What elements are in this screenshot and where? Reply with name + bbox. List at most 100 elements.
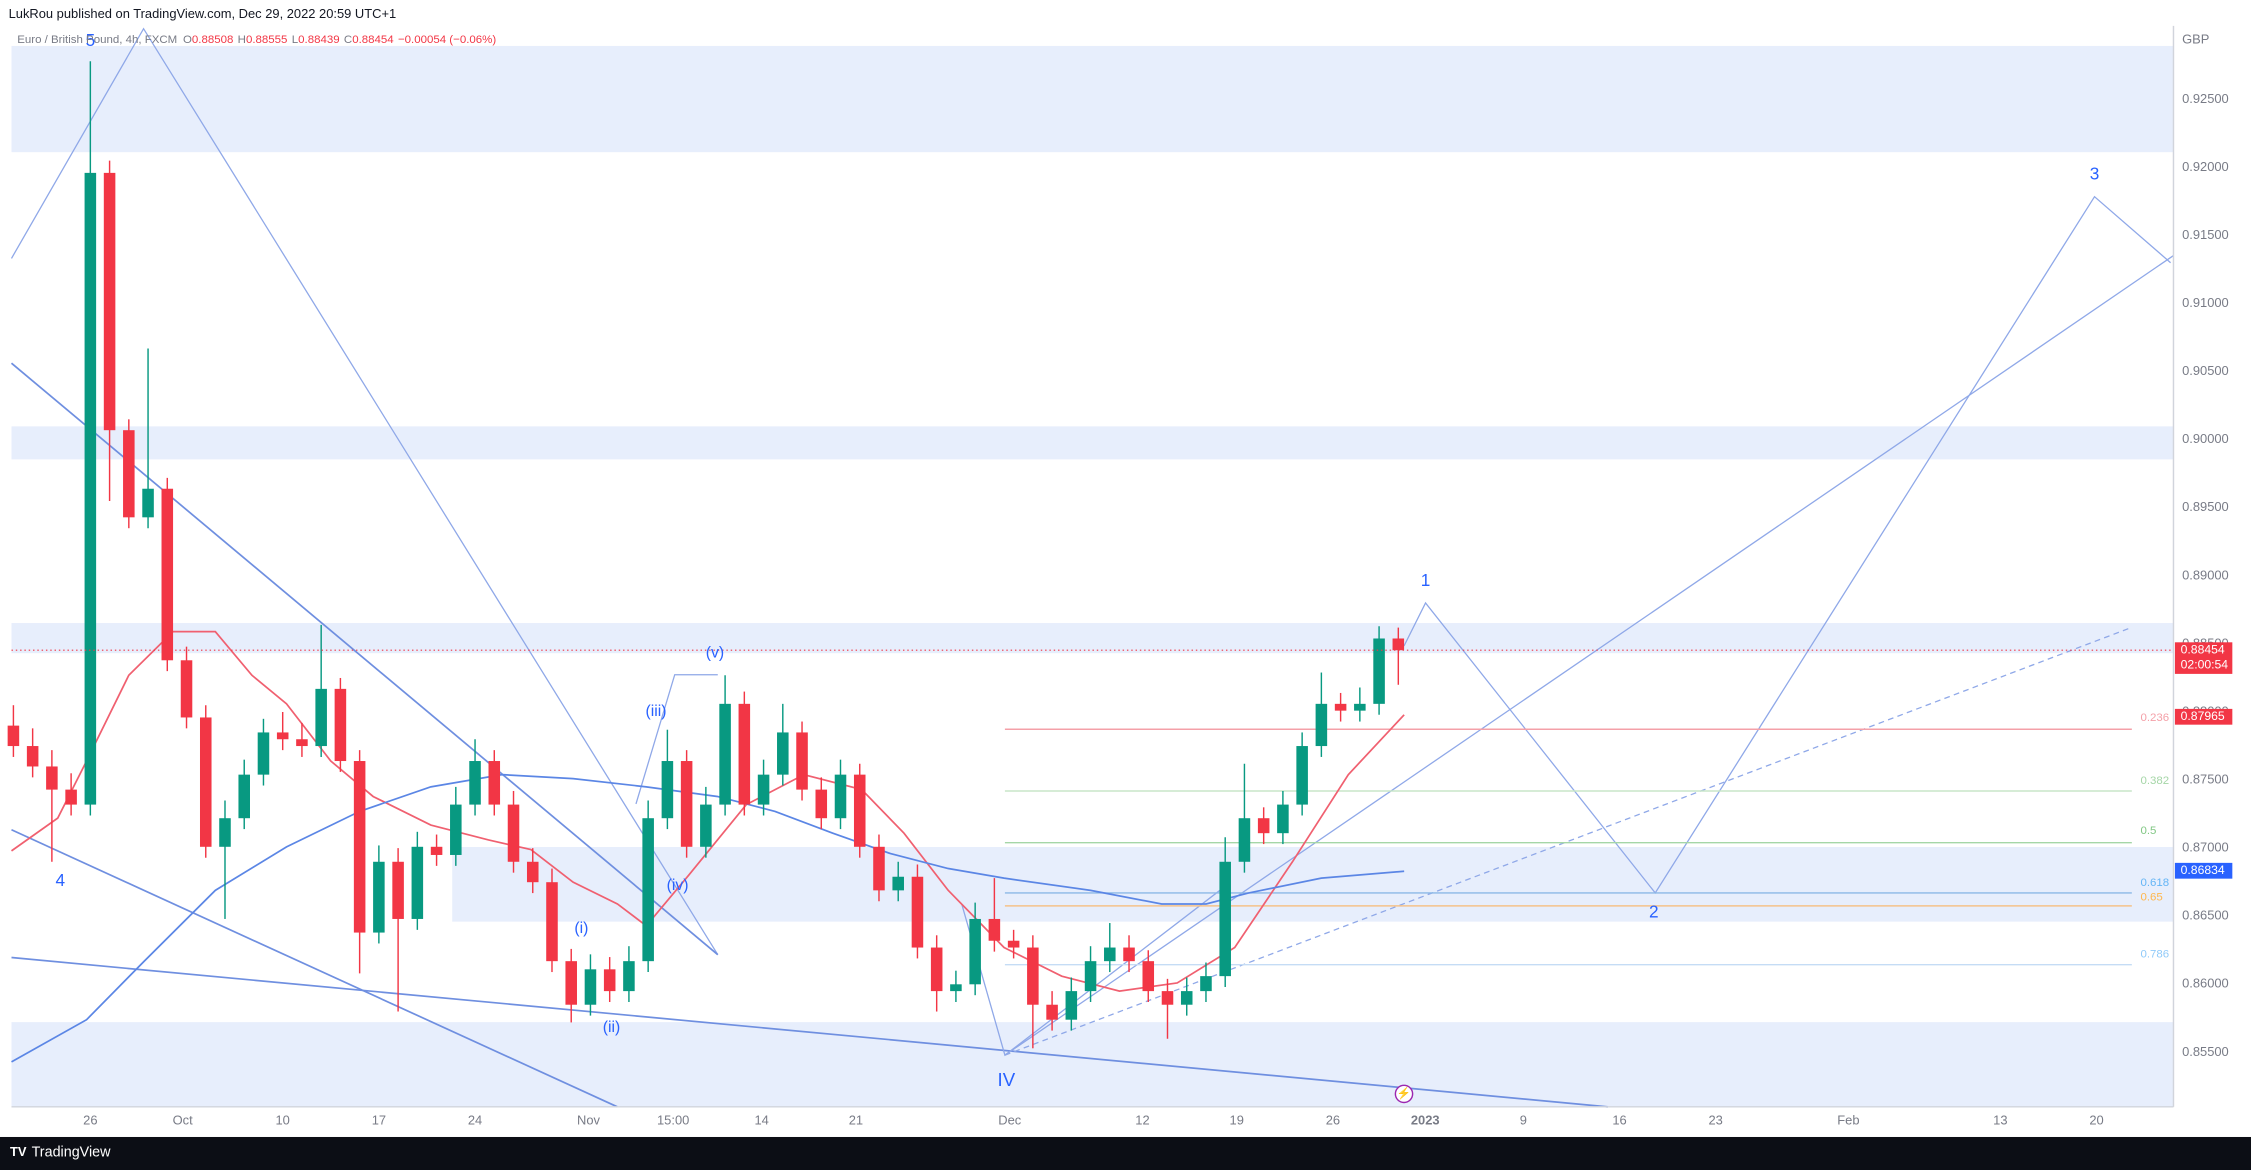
candle-body [1104,947,1116,962]
candle [1277,790,1289,845]
legend-value: 0.88439 [298,34,339,46]
candle-body [1084,961,1097,992]
candle-body [180,660,193,718]
candle-body [276,732,289,740]
x-tick-label: 12 [1135,1113,1149,1128]
candle-body [65,789,77,805]
trend-line [10,27,719,956]
candle [507,790,520,873]
candle-body [46,766,58,790]
y-tick-label: 0.92000 [2182,159,2229,174]
candle-body [796,732,808,790]
y-tick-label: 0.91500 [2182,227,2229,242]
x-tick-label: 19 [1230,1113,1244,1128]
candle [1065,977,1078,1031]
candle [1373,626,1385,715]
candle-body [1277,804,1289,834]
candle [757,759,770,816]
candle [46,750,58,862]
candle [969,902,981,996]
candle-body [526,861,539,883]
candle [103,160,116,501]
candle-body [315,688,327,747]
y-tick-label: 0.89500 [2182,499,2229,514]
candle [488,750,501,816]
candle-body [1354,703,1366,711]
candle-body [777,732,789,775]
candle [7,705,20,757]
candle-body [334,688,347,762]
candle-body [257,732,270,775]
candle-body [1180,991,1193,1005]
candle-body [680,761,693,847]
x-tick-label: 2023 [1411,1113,1440,1128]
price-timer: 02:00:54 [2181,657,2229,671]
candle-body [219,818,231,847]
candle [1296,732,1308,816]
x-tick-label: 26 [83,1113,97,1128]
legend-value: 0.88454 [352,34,394,46]
candle [26,728,39,778]
candle-body [488,761,501,805]
event-icon[interactable] [1394,1084,1414,1104]
candle-body [1334,703,1347,711]
brand-logo: TV [10,1144,27,1159]
fib-label: 0.382 [2140,775,2169,787]
price-label: 0.87965 [2181,709,2225,723]
candle [296,722,308,757]
candle-body [1065,991,1078,1020]
y-tick-label: 0.87500 [2182,771,2229,786]
candle [123,419,135,529]
candle-body [757,774,770,805]
candle-body [1238,818,1251,862]
candle [680,750,693,858]
candle [777,703,789,786]
candle-body [584,969,597,1005]
legend-value: 0.88555 [246,34,287,46]
candle-body [142,488,154,518]
zone [452,846,2174,922]
x-tick-label: 14 [754,1113,768,1128]
candle [353,750,366,974]
candle-body [1200,976,1212,992]
brand: TradingView [32,1145,112,1161]
price-label-box [2174,642,2233,674]
candle [450,786,462,866]
candle-body [296,739,308,747]
y-tick-label: 0.90500 [2182,363,2229,378]
candle [815,777,828,830]
candle [276,712,289,751]
price-label: 0.86834 [2181,863,2225,877]
candle [719,675,731,816]
fib-label: 0.65 [2140,891,2162,903]
trend-line [1004,255,2174,1056]
candle-body [1219,861,1231,977]
candle-body [1161,991,1174,1005]
candle [199,705,212,858]
candle-body [84,172,97,805]
fib-label: 0.786 [2140,949,2169,961]
candle-body [661,761,674,819]
zone [11,426,2174,460]
y-tick-label: 0.86000 [2182,976,2229,991]
fib-label: 0.5 [2140,825,2156,837]
candle-body [988,918,1001,941]
y-tick-label: 0.86500 [2182,908,2229,923]
candle [238,759,250,830]
candle [661,729,674,830]
wave-label: (v) [706,644,724,661]
candle [430,834,443,866]
candle-body [1027,947,1039,1005]
x-tick-label: 20 [2089,1113,2103,1128]
y-tick-label: 0.87000 [2182,840,2229,855]
candle [1104,923,1116,973]
candle [603,957,616,1003]
wave-label: IV [998,1069,1016,1090]
publish-header: LukRou published on TradingView.com, Dec… [9,6,397,21]
candle-body [623,961,635,992]
candle [1027,935,1039,1049]
candle-body [238,774,250,819]
candle-body [1315,703,1328,747]
trend-line [11,956,1608,1108]
